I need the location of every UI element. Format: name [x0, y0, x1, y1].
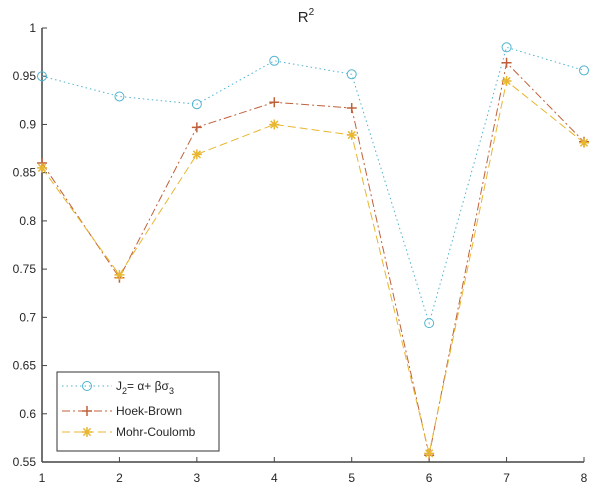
data-point-marker — [501, 57, 512, 68]
data-point-marker — [37, 162, 47, 173]
y-tick-label: 0.85 — [13, 166, 37, 180]
data-point-marker — [37, 71, 47, 82]
series-line-1 — [41, 61, 585, 456]
y-tick-label: 0.8 — [19, 214, 36, 228]
x-tick-label: 3 — [194, 471, 201, 485]
data-point-marker — [424, 318, 435, 329]
data-point-marker — [346, 69, 357, 80]
legend-label-mohr-coulomb: Mohr-Coulomb — [116, 425, 196, 439]
series-group — [37, 42, 589, 461]
data-point-marker — [191, 99, 202, 110]
y-tick-label: 0.55 — [13, 455, 37, 469]
legend: J2= α+ βσ3 Hoek-Brown Mohr-Coulomb — [56, 371, 220, 452]
legend-marker-1 — [82, 406, 92, 416]
data-point-marker — [579, 137, 589, 148]
data-point-marker — [114, 269, 125, 280]
chart-title-superscript: 2 — [309, 7, 315, 18]
y-tick-label: 1 — [29, 21, 36, 35]
data-point-marker — [269, 55, 280, 66]
series-line-0 — [41, 46, 585, 325]
chart-title: R2 — [298, 7, 315, 26]
data-point-marker — [346, 130, 357, 141]
data-point-marker — [346, 103, 357, 114]
x-tick-label: 8 — [581, 471, 588, 485]
data-point-marker — [269, 97, 280, 108]
x-tick-label: 2 — [116, 471, 123, 485]
y-tick-label: 0.95 — [13, 69, 37, 83]
y-tick-label: 0.7 — [19, 310, 36, 324]
legend-marker-0 — [82, 381, 92, 391]
x-tick-label: 1 — [39, 471, 46, 485]
y-tick-label: 0.75 — [13, 262, 37, 276]
y-tick-label: 0.9 — [19, 117, 36, 131]
x-tick-label: 5 — [348, 471, 355, 485]
data-point-marker — [191, 122, 202, 133]
data-point-marker — [114, 91, 125, 102]
x-tick-label: 7 — [503, 471, 510, 485]
data-point-marker — [191, 149, 202, 160]
y-tick-label: 0.6 — [19, 407, 36, 421]
data-point-marker — [269, 119, 280, 130]
legend-label-j2: J2= α+ βσ3 — [116, 379, 174, 396]
data-point-marker — [501, 42, 512, 53]
legend-marker-2 — [82, 427, 92, 437]
y-tick-label: 0.65 — [13, 359, 37, 373]
x-tick-label: 4 — [271, 471, 278, 485]
legend-label-hoek-brown: Hoek-Brown — [116, 404, 182, 418]
x-tick-label: 6 — [426, 471, 433, 485]
series-line-2 — [41, 80, 585, 454]
data-point-marker — [579, 65, 589, 76]
data-point-marker — [424, 448, 435, 459]
data-point-marker — [501, 76, 512, 87]
axes: 1 2 3 4 5 6 7 8 0.55 0.6 0.65 0.7 0.75 0.8 0.85 0.9 0.95… — [13, 21, 588, 485]
